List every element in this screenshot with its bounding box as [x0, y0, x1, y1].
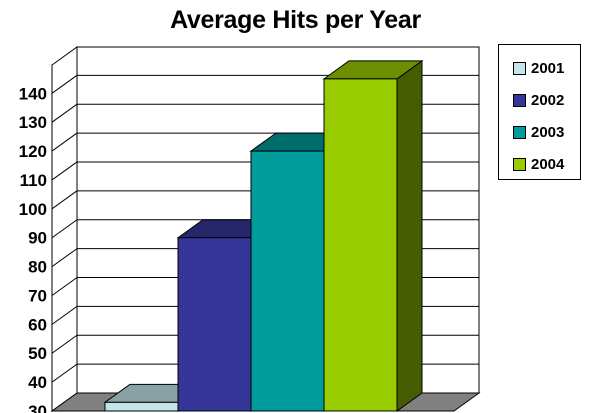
- y-tick-label-130: 130: [19, 113, 47, 132]
- legend-label-1: 2001: [531, 59, 565, 77]
- y-tick-label-70: 70: [28, 286, 47, 305]
- legend-item-1: 2001: [513, 58, 564, 78]
- side-gridline-140: [51, 74, 78, 94]
- legend-label-3: 2003: [531, 123, 565, 141]
- legend: 2001 2002 2003 2004: [498, 44, 581, 180]
- legend-swatch-4: [513, 157, 526, 171]
- legend-item-4: 2004: [513, 154, 564, 174]
- side-gridline-90: [51, 219, 78, 239]
- legend-item-2: 2002: [513, 90, 564, 110]
- side-gridline-120: [51, 132, 78, 152]
- legend-label-2: 2002: [531, 91, 565, 109]
- y-tick-label-60: 60: [28, 315, 47, 334]
- legend-swatch-3: [513, 125, 526, 139]
- y-tick-label-100: 100: [19, 200, 47, 219]
- y-tick-label-110: 110: [20, 171, 47, 190]
- legend-swatch-2: [513, 93, 526, 107]
- legend-label-4: 2004: [531, 155, 565, 173]
- bar-2003: [250, 150, 325, 412]
- side-gridline-80: [51, 248, 78, 268]
- side-gridline-50: [51, 334, 78, 354]
- y-tick-label-120: 120: [19, 142, 47, 161]
- y-tick-label-40: 40: [28, 373, 47, 392]
- chart-title: Average Hits per Year: [170, 6, 421, 34]
- side-gridline-110: [51, 161, 78, 181]
- side-gridline-70: [51, 277, 78, 296]
- side-gridline-100: [51, 190, 78, 210]
- y-tick-label-30: 30: [28, 402, 47, 413]
- bar-side-2004: [396, 59, 423, 412]
- side-gridline-60: [51, 305, 78, 325]
- side-gridline-130: [51, 103, 78, 123]
- bar-2004: [323, 78, 398, 412]
- y-tick-label-50: 50: [28, 344, 47, 363]
- y-tick-label-90: 90: [28, 229, 47, 248]
- y-tick-label-80: 80: [28, 258, 47, 277]
- legend-swatch-1: [513, 61, 526, 75]
- bar-2002: [177, 237, 252, 412]
- side-gridline-40: [51, 363, 78, 383]
- bar-2001: [104, 401, 179, 412]
- legend-item-3: 2003: [513, 122, 564, 142]
- y-tick-label-140: 140: [19, 84, 47, 103]
